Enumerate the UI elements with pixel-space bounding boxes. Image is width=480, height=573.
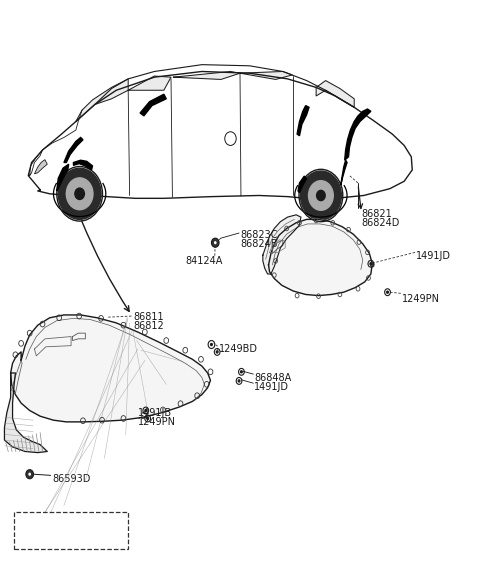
Circle shape xyxy=(211,343,213,346)
Text: 86593D: 86593D xyxy=(52,474,90,484)
Text: 86590: 86590 xyxy=(59,534,90,544)
Circle shape xyxy=(26,470,34,479)
Polygon shape xyxy=(76,79,128,121)
Circle shape xyxy=(21,535,29,544)
Circle shape xyxy=(300,171,341,220)
Text: 84124A: 84124A xyxy=(185,256,223,266)
Circle shape xyxy=(214,241,216,244)
Circle shape xyxy=(370,262,372,265)
Circle shape xyxy=(238,380,240,382)
Circle shape xyxy=(145,409,147,411)
Text: 86824D: 86824D xyxy=(361,218,400,228)
Text: 86812: 86812 xyxy=(133,321,164,331)
Polygon shape xyxy=(173,72,240,80)
Polygon shape xyxy=(297,105,309,136)
Polygon shape xyxy=(345,109,371,160)
Text: 1491JB: 1491JB xyxy=(138,408,172,418)
Text: 86823C: 86823C xyxy=(240,230,277,240)
Polygon shape xyxy=(35,160,48,174)
Text: (-150730): (-150730) xyxy=(25,520,70,529)
Polygon shape xyxy=(128,76,171,91)
Text: 86848A: 86848A xyxy=(254,372,291,383)
FancyBboxPatch shape xyxy=(14,512,128,550)
Circle shape xyxy=(309,180,333,210)
Polygon shape xyxy=(298,176,307,193)
Polygon shape xyxy=(316,81,354,107)
Text: 1249PN: 1249PN xyxy=(402,294,440,304)
Text: 86824B: 86824B xyxy=(240,240,277,249)
Circle shape xyxy=(66,178,93,210)
Circle shape xyxy=(28,473,31,476)
Polygon shape xyxy=(11,315,211,422)
Text: 1491JD: 1491JD xyxy=(254,382,289,391)
Text: 1249BD: 1249BD xyxy=(218,344,258,354)
Circle shape xyxy=(240,371,242,373)
Polygon shape xyxy=(4,373,48,453)
Circle shape xyxy=(24,537,26,541)
Circle shape xyxy=(212,238,219,248)
Polygon shape xyxy=(268,219,372,296)
Text: 86821: 86821 xyxy=(361,209,392,219)
Polygon shape xyxy=(263,215,301,274)
Text: 1491JD: 1491JD xyxy=(416,252,451,261)
Circle shape xyxy=(58,168,101,219)
Polygon shape xyxy=(57,164,69,191)
Polygon shape xyxy=(140,94,166,116)
Circle shape xyxy=(386,291,388,293)
Text: 1249PN: 1249PN xyxy=(138,417,176,427)
Circle shape xyxy=(75,188,84,199)
Polygon shape xyxy=(73,160,93,170)
Circle shape xyxy=(317,190,325,201)
Polygon shape xyxy=(240,72,292,80)
Text: 86811: 86811 xyxy=(133,312,164,322)
Polygon shape xyxy=(341,160,347,185)
Circle shape xyxy=(147,417,149,419)
Circle shape xyxy=(216,351,218,353)
Polygon shape xyxy=(64,138,83,163)
